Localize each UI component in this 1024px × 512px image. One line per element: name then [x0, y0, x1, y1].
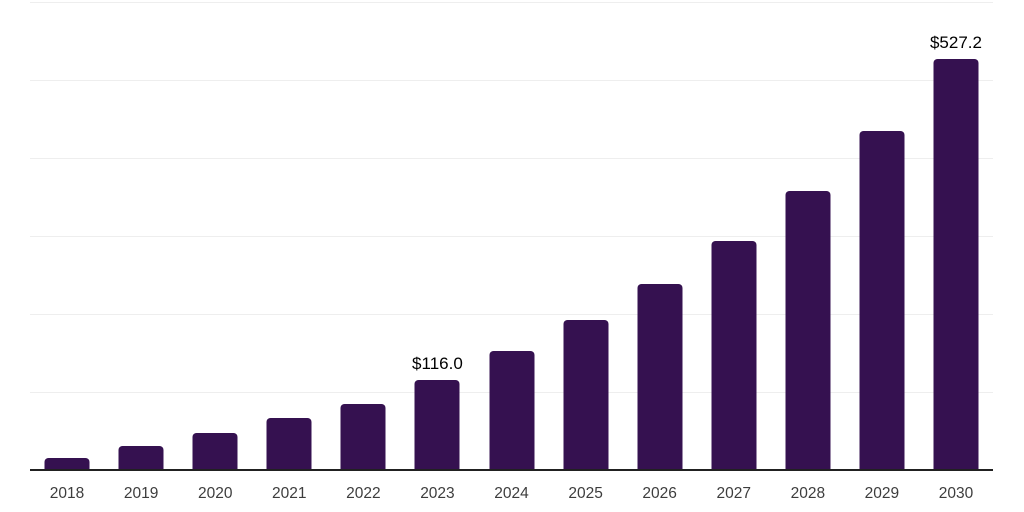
bar-2022: [340, 404, 386, 470]
bar-2028: [785, 190, 831, 470]
bar-2021: [266, 417, 312, 470]
bar-slot-2026: [623, 2, 697, 470]
bar-slot-2019: [104, 2, 178, 470]
gridline-500: [30, 80, 993, 81]
bar-slot-2027: [697, 2, 771, 470]
x-tick-label-2030: 2030: [938, 485, 974, 502]
bars-container: $116.0 $527.2: [30, 2, 993, 470]
bar-2025: [563, 320, 609, 470]
x-tick-label-2029: 2029: [864, 485, 900, 502]
x-tick-label-2021: 2021: [272, 485, 307, 502]
bar-2023: [414, 379, 460, 470]
gridline-300: [30, 236, 993, 237]
x-tick-label-2022: 2022: [346, 485, 381, 502]
x-tick-label-2028: 2028: [790, 485, 826, 502]
bar-slot-2023: $116.0: [400, 2, 474, 470]
bar-2029: [859, 130, 905, 470]
bar-value-label-2030: $527.2: [929, 32, 982, 52]
x-tick-label-2023: 2023: [420, 485, 455, 502]
x-tick-label-2020: 2020: [197, 485, 233, 502]
bar-slot-2020: [178, 2, 252, 470]
bar-2020: [192, 433, 238, 470]
bar-2024: [489, 351, 534, 470]
bar-2026: [637, 283, 683, 470]
bar-2019: [118, 445, 164, 470]
bar-2027: [711, 241, 757, 470]
bar-slot-2029: [845, 2, 919, 470]
x-tick-label-2018: 2018: [49, 485, 85, 502]
x-axis-labels: 2018 2019 2020 2021 2022 2023 2024 2025 2026 2027…: [30, 472, 993, 503]
bar-slot-2025: [549, 2, 623, 470]
bar-slot-2028: [771, 2, 845, 470]
gridline-600: [30, 2, 993, 3]
bar-value-label-2023: $116.0: [412, 353, 463, 373]
x-axis-line: [30, 469, 993, 471]
bar-slot-2022: [326, 2, 400, 470]
bar-slot-2018: [30, 2, 104, 470]
bar-slot-2021: [252, 2, 326, 470]
bar-slot-2024: [474, 2, 548, 470]
x-tick-label-2026: 2026: [642, 485, 677, 502]
plot-area: $116.0 $527.2: [30, 2, 993, 471]
gridline-200: [30, 314, 993, 315]
gridline-400: [30, 158, 993, 159]
x-tick-label-2025: 2025: [568, 485, 603, 502]
bar-2018: [44, 458, 90, 470]
bar-slot-2030: $527.2: [919, 2, 993, 470]
x-tick-label-2019: 2019: [123, 485, 159, 502]
bar-2030: [933, 58, 979, 470]
x-tick-label-2024: 2024: [494, 485, 529, 502]
x-tick-label-2027: 2027: [716, 485, 751, 502]
